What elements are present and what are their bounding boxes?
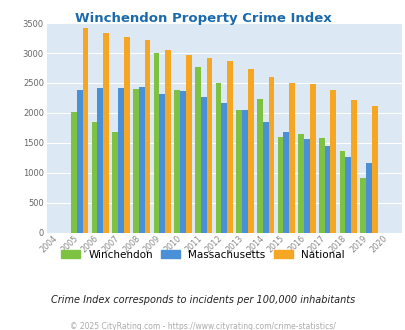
Bar <box>298 134 303 233</box>
Bar <box>118 88 124 233</box>
Bar <box>371 106 377 233</box>
Bar <box>268 77 274 233</box>
Bar <box>174 89 180 233</box>
Bar <box>303 139 309 233</box>
Bar <box>97 88 103 233</box>
Bar <box>92 122 97 233</box>
Bar <box>180 91 185 233</box>
Bar <box>165 50 171 233</box>
Bar <box>112 132 118 233</box>
Bar <box>365 163 371 233</box>
Bar <box>159 94 165 233</box>
Bar <box>277 137 283 233</box>
Bar <box>236 110 241 233</box>
Bar <box>139 87 144 233</box>
Bar <box>262 122 268 233</box>
Bar <box>345 157 350 233</box>
Bar <box>359 178 365 233</box>
Bar <box>330 90 335 233</box>
Bar <box>103 33 109 233</box>
Text: Winchendon Property Crime Index: Winchendon Property Crime Index <box>75 12 330 24</box>
Bar <box>71 112 77 233</box>
Bar <box>221 103 227 233</box>
Bar <box>194 67 200 233</box>
Bar <box>206 58 212 233</box>
Bar <box>153 53 159 233</box>
Bar <box>318 138 324 233</box>
Bar <box>185 55 191 233</box>
Text: Crime Index corresponds to incidents per 100,000 inhabitants: Crime Index corresponds to incidents per… <box>51 295 354 305</box>
Text: © 2025 CityRating.com - https://www.cityrating.com/crime-statistics/: © 2025 CityRating.com - https://www.city… <box>70 322 335 330</box>
Bar <box>309 84 315 233</box>
Bar <box>133 89 139 233</box>
Legend: Winchendon, Massachusetts, National: Winchendon, Massachusetts, National <box>57 246 348 264</box>
Bar <box>288 83 294 233</box>
Bar <box>124 38 130 233</box>
Bar <box>350 100 356 233</box>
Bar <box>241 110 247 233</box>
Bar <box>144 41 150 233</box>
Bar <box>339 151 345 233</box>
Bar <box>227 61 232 233</box>
Bar <box>200 97 206 233</box>
Bar <box>77 90 83 233</box>
Bar <box>256 99 262 233</box>
Bar <box>215 83 221 233</box>
Bar <box>324 146 330 233</box>
Bar <box>283 132 288 233</box>
Bar <box>247 69 253 233</box>
Bar <box>83 28 88 233</box>
